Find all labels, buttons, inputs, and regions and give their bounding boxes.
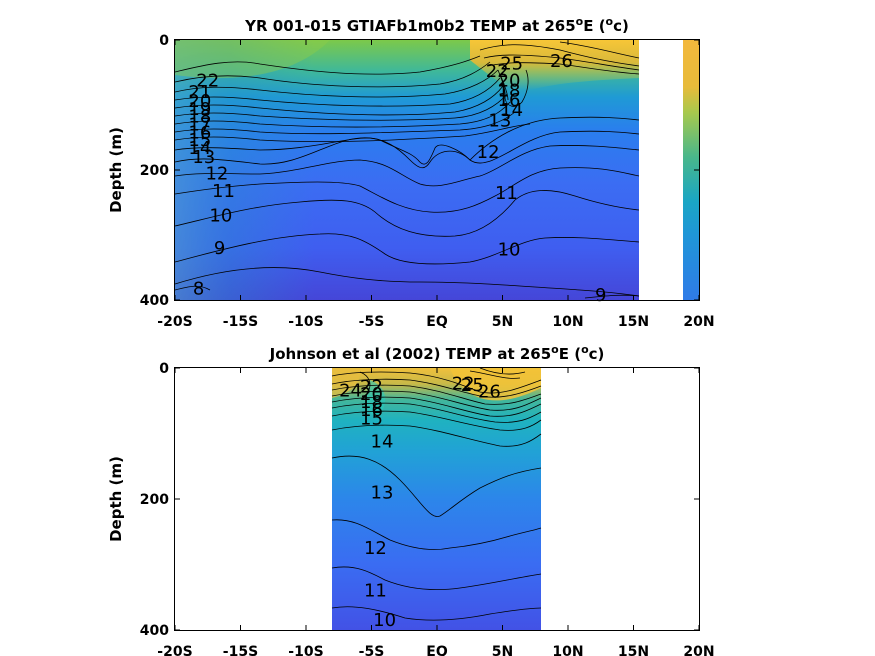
y-tick-label: 200 <box>140 163 169 179</box>
contour-label: 11 <box>212 181 235 202</box>
contour-label: 12 <box>205 163 228 184</box>
y-axis: 0 200 400 <box>140 33 699 309</box>
contour-label: 9 <box>214 238 225 259</box>
contour-label: 14 <box>500 100 523 121</box>
contour-label: 12 <box>364 538 387 559</box>
contour-label: 26 <box>478 382 501 403</box>
contour-label: 16 <box>360 400 383 421</box>
y-axis-label: Depth (m) <box>107 456 125 542</box>
contour-label: 20 <box>360 384 383 405</box>
y-tick-label: 400 <box>140 293 169 309</box>
contour-lines <box>331 367 542 621</box>
contour-lines <box>174 41 640 299</box>
contour-label: 12 <box>477 142 500 163</box>
plot-frame <box>174 367 700 631</box>
contour-label: 14 <box>188 138 211 159</box>
x-tick-label: EQ <box>426 314 448 330</box>
contour-label: 25 <box>461 375 484 396</box>
contour-label: 20 <box>188 91 211 112</box>
contour-label: 18 <box>188 107 211 128</box>
contour-label: 10 <box>373 610 396 631</box>
x-tick-label: -15S <box>223 644 258 656</box>
x-tick-label: 10N <box>552 314 583 330</box>
contour-label: 24 <box>339 380 362 401</box>
contour-label: 17 <box>188 115 211 136</box>
contour-label: 10 <box>498 239 521 260</box>
y-tick-label: 0 <box>159 33 169 49</box>
x-tick-label: -15S <box>223 314 258 330</box>
x-axis: -20S -15S -10S -5S EQ 5N 10N 15N 20N <box>157 368 715 656</box>
contour-label: 21 <box>188 82 211 103</box>
contour-label: 11 <box>364 581 387 602</box>
contour-label: 16 <box>188 122 211 143</box>
x-tick-label: 20N <box>683 644 714 656</box>
contour-label: 22 <box>360 376 383 397</box>
contour-label: 25 <box>500 53 523 74</box>
contour-label: 18 <box>498 81 521 102</box>
contour-label: 14 <box>371 431 394 452</box>
x-tick-label: -10S <box>288 314 323 330</box>
contour-label: 13 <box>371 482 394 503</box>
chart-title: YR 001-015 GTIAFb1m0b2 TEMP at 265oE (oc… <box>244 15 629 35</box>
y-tick-label: 200 <box>140 492 169 508</box>
field-fill <box>175 40 699 300</box>
contour-label: 13 <box>488 111 511 132</box>
y-axis: 0 200 400 <box>140 361 699 639</box>
x-tick-label: -20S <box>157 644 192 656</box>
contour-label: 22 <box>196 70 219 91</box>
contour-label: 8 <box>193 278 204 299</box>
chart-title: Johnson et al (2002) TEMP at 265oE (oc) <box>269 343 605 363</box>
y-tick-label: 400 <box>140 623 169 639</box>
contour-label: 11 <box>495 183 518 204</box>
x-tick-label: 10N <box>552 644 583 656</box>
contour-label: 13 <box>192 147 215 168</box>
contour-label: 20 <box>498 70 521 91</box>
x-tick-label: -20S <box>157 314 192 330</box>
contour-label: 22 <box>486 61 509 82</box>
contour-label: 22 <box>452 374 475 395</box>
x-tick-label: -5S <box>359 314 385 330</box>
x-tick-label: 5N <box>492 314 513 330</box>
contour-label: 26 <box>550 51 573 72</box>
contour-label: 10 <box>209 206 232 227</box>
x-tick-label: -10S <box>288 644 323 656</box>
plot-frame <box>174 39 700 301</box>
contour-label: 15 <box>360 408 383 429</box>
x-tick-label: 15N <box>618 644 649 656</box>
x-tick-label: 5N <box>492 644 513 656</box>
contour-label: 15 <box>188 130 211 151</box>
x-tick-label: -5S <box>359 644 385 656</box>
x-axis: -20S -15S -10S -5S EQ 5N 10N 15N 20N <box>157 40 715 330</box>
y-tick-label: 0 <box>159 361 169 377</box>
contour-label: 19 <box>188 99 211 120</box>
contour-label: 16 <box>498 90 521 111</box>
contour-label: 9 <box>595 285 606 306</box>
x-tick-label: 15N <box>618 314 649 330</box>
contour-label: 18 <box>360 392 383 413</box>
x-tick-label: 20N <box>683 314 714 330</box>
x-tick-label: EQ <box>426 644 448 656</box>
y-axis-label: Depth (m) <box>107 127 125 213</box>
